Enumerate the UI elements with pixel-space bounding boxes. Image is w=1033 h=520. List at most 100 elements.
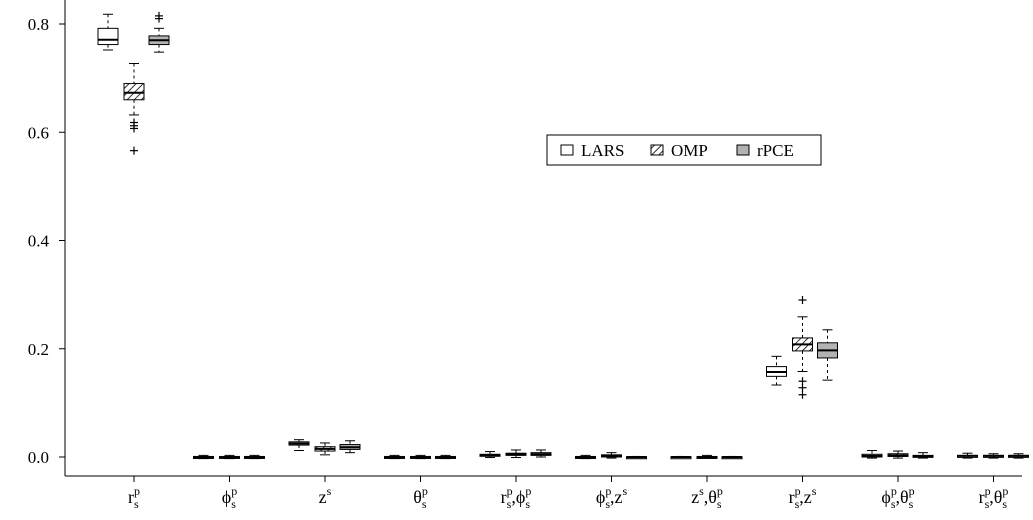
label-base: θ [413, 487, 422, 507]
box-iqr [123, 83, 145, 101]
box-rpce [912, 452, 934, 459]
box-lars [384, 454, 405, 460]
x-category-label: zs​,θps​ [691, 484, 723, 511]
box-lars [288, 439, 310, 452]
label-sup: s [327, 484, 332, 498]
box-series-group [97, 11, 1029, 460]
legend-swatch [560, 144, 574, 156]
label-sup: p [134, 484, 140, 498]
box-omp [983, 453, 1004, 459]
label-sub: s [605, 497, 610, 511]
label-sup: p [795, 484, 801, 498]
label-base: z [691, 487, 699, 507]
label-base: r [789, 487, 795, 507]
outlier-marker [130, 124, 138, 133]
label-base: ϕ [596, 487, 605, 507]
label-sup: s [699, 484, 704, 498]
outlier-marker [798, 296, 807, 305]
x-category-label: ϕps​,θps​ [881, 484, 914, 511]
label-comma: , [511, 487, 516, 507]
label-sup: p [525, 484, 531, 498]
x-category-label: rps​,ϕps​ [501, 484, 532, 511]
box-omp [696, 454, 718, 459]
legend-label: LARS [581, 141, 624, 160]
label-base: r [128, 487, 134, 507]
box-lars [479, 451, 501, 459]
box-lars [957, 452, 978, 459]
label-sup: p [1002, 484, 1008, 498]
label-sub: s [891, 497, 896, 511]
label-base: θ [900, 487, 909, 507]
box-lars [861, 450, 883, 459]
label-sup: p [909, 484, 915, 498]
outlier-marker [130, 146, 138, 155]
box-rpce [148, 11, 170, 53]
label-base: z [319, 487, 327, 507]
legend-entry-rpce: rPCE [736, 141, 794, 160]
label-sub: s [909, 497, 914, 511]
box-rpce [1008, 453, 1029, 459]
legend-swatch [736, 144, 750, 156]
x-category-label: θps​ [413, 484, 428, 511]
outlier-marker [798, 390, 807, 399]
y-tick-label: 0.4 [28, 232, 50, 251]
label-sup: p [717, 484, 723, 498]
box-omp [601, 452, 622, 459]
box-iqr [97, 27, 119, 46]
x-category-label: rps​,zs​ [789, 484, 817, 511]
label-sub: s [985, 497, 990, 511]
box-rpce [817, 329, 838, 381]
label-base: z [804, 487, 812, 507]
label-sub: s [717, 497, 722, 511]
label-sub: s [507, 497, 512, 511]
label-sup: s [812, 484, 817, 498]
label-sub: s [422, 497, 427, 511]
box-rpce [530, 449, 552, 458]
label-comma: , [989, 487, 994, 507]
box-omp [505, 449, 527, 459]
box-rpce [435, 454, 456, 460]
label-base: ϕ [516, 487, 525, 507]
series-lars [97, 13, 978, 460]
label-sup: s [622, 484, 627, 498]
box-omp [219, 454, 240, 460]
label-sub: s [231, 497, 236, 511]
box-lars [193, 454, 214, 460]
y-tick-label: 0.2 [28, 340, 49, 359]
legend-frame [546, 134, 822, 166]
category-labels: rps​ ϕps​ zs​ θps​ rps​,ϕps​ ϕps​,zs​ zs​,θps​… [128, 484, 1008, 511]
legend: LARS OMP rPCE [546, 134, 822, 166]
label-sup: p [231, 484, 237, 498]
box-omp [410, 454, 431, 460]
box-omp [792, 296, 813, 399]
box-lars [766, 355, 787, 386]
x-category-label: ϕps​,zs​ [596, 484, 628, 511]
x-category-label: rps​ [128, 484, 140, 511]
label-base: ϕ [222, 487, 231, 507]
label-sub: s [1002, 497, 1007, 511]
legend-label: OMP [671, 141, 708, 160]
label-base: ϕ [881, 487, 890, 507]
box-rpce [244, 454, 265, 460]
x-category-label: zs​ [319, 484, 332, 507]
y-tick-label: 0.8 [28, 15, 49, 34]
box-rpce [626, 455, 647, 460]
y-tick-label: 0.6 [28, 123, 49, 142]
label-sup: p [422, 484, 428, 498]
label-sup: p [985, 484, 991, 498]
label-base: z [614, 487, 622, 507]
label-base: θ [708, 487, 717, 507]
axes: 0.0 0.2 0.4 0.6 0.8 [28, 0, 1022, 482]
box-lars [670, 455, 692, 460]
label-sup: p [605, 484, 611, 498]
series-rpce [148, 11, 1029, 460]
label-sup: p [891, 484, 897, 498]
legend-entry-omp: OMP [650, 141, 708, 160]
y-tick-label: 0.0 [28, 448, 49, 467]
legend-swatch [650, 144, 664, 156]
label-base: r [979, 487, 985, 507]
legend-entry-lars: LARS [560, 141, 624, 160]
label-comma: , [896, 487, 901, 507]
x-category-label: ϕps​ [222, 484, 237, 511]
